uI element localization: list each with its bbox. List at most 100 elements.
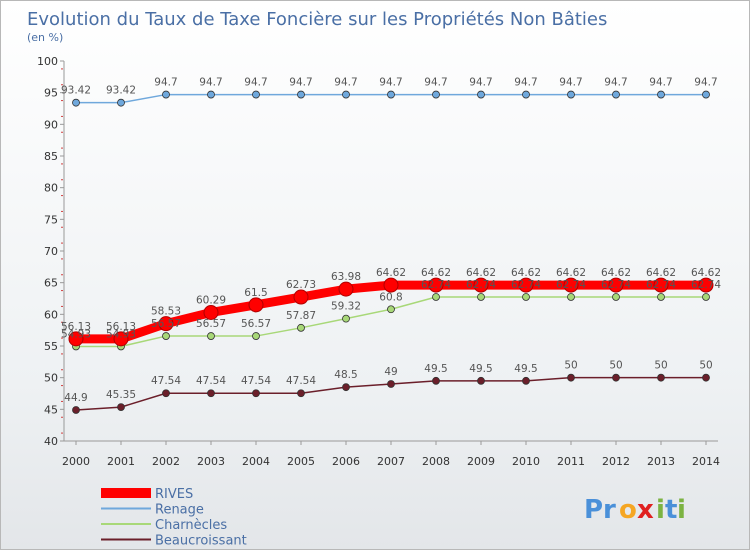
logo-letter: i xyxy=(677,495,686,525)
logo-letter: P xyxy=(584,495,603,525)
data-label-rives: 64.62 xyxy=(601,267,631,279)
data-point-rives xyxy=(248,297,264,313)
data-point-renage xyxy=(657,90,665,99)
y-tick-label: 55 xyxy=(44,340,58,353)
data-label-renage: 94.7 xyxy=(469,77,492,89)
data-label-beaucroissant: 47.54 xyxy=(241,375,271,387)
data-point-beaucroissant xyxy=(657,373,665,382)
data-point-beaucroissant xyxy=(522,376,530,385)
axes: 40 45 50 55 60 65 70 75 80 85 90 95 100 2000 2001 2002 2… xyxy=(37,55,720,468)
y-tick-label: 90 xyxy=(44,118,58,131)
x-tick-label: 2009 xyxy=(467,455,495,468)
data-label-rives: 56.13 xyxy=(106,321,136,333)
data-point-charn-cles xyxy=(522,293,530,301)
data-point-charn-cles xyxy=(342,314,350,323)
y-tick-label: 65 xyxy=(44,277,58,290)
data-point-charn-cles xyxy=(162,332,170,340)
data-point-rives xyxy=(428,277,444,293)
data-label-rives: 56.13 xyxy=(61,321,91,333)
logo-letter: t xyxy=(665,495,677,525)
data-label-beaucroissant: 44.9 xyxy=(64,392,87,404)
data-label-rives: 58.53 xyxy=(151,306,181,318)
data-point-charn-cles xyxy=(207,332,215,340)
data-label-renage: 93.42 xyxy=(61,85,91,97)
y-tick-label: 95 xyxy=(44,87,58,100)
legend-label-renage: Renage xyxy=(155,503,204,518)
data-label-rives: 60.29 xyxy=(196,294,226,306)
data-point-beaucroissant xyxy=(117,403,125,412)
y-tick-label: 75 xyxy=(44,213,58,226)
data-point-beaucroissant xyxy=(432,376,440,385)
data-label-renage: 94.7 xyxy=(424,77,447,89)
data-label-rives: 64.62 xyxy=(376,267,406,279)
x-tick-label: 2014 xyxy=(692,455,720,468)
data-point-renage xyxy=(477,90,485,99)
data-label-charn-cles: 59.32 xyxy=(331,301,361,313)
data-label-beaucroissant: 50 xyxy=(699,360,712,372)
data-label-beaucroissant: 47.54 xyxy=(286,375,316,387)
chart-subtitle: (en %) xyxy=(27,31,63,44)
data-label-charn-cles: 62.74 xyxy=(691,279,721,291)
data-point-renage xyxy=(117,98,125,107)
data-point-charn-cles xyxy=(252,332,260,340)
data-point-renage xyxy=(162,90,170,99)
legend-label-charn-cles: Charnècles xyxy=(155,518,227,533)
data-label-charn-cles: 62.74 xyxy=(646,279,676,291)
data-point-charn-cles xyxy=(657,293,665,301)
logo-letter: i xyxy=(656,495,665,525)
data-point-rives xyxy=(338,281,354,297)
data-point-renage xyxy=(612,90,620,99)
data-label-rives: 62.73 xyxy=(286,279,316,291)
x-tick-label: 2013 xyxy=(647,455,675,468)
data-label-renage: 94.7 xyxy=(289,77,312,89)
data-point-rives xyxy=(158,316,174,332)
x-tick-label: 2004 xyxy=(242,455,270,468)
data-point-renage xyxy=(702,90,710,99)
x-tick-label: 2007 xyxy=(377,455,405,468)
y-tick-label: 100 xyxy=(37,55,58,68)
data-point-charn-cles xyxy=(432,293,440,301)
data-point-renage xyxy=(432,90,440,99)
y-tick-label: 45 xyxy=(44,403,58,416)
data-point-rives xyxy=(113,331,129,347)
series-layer xyxy=(68,90,714,414)
data-point-rives xyxy=(473,277,489,293)
data-label-charn-cles: 60.8 xyxy=(379,291,402,303)
data-point-rives xyxy=(653,277,669,293)
x-tick-label: 2003 xyxy=(197,455,225,468)
data-point-beaucroissant xyxy=(207,389,215,398)
data-point-renage xyxy=(252,90,260,99)
data-label-beaucroissant: 47.54 xyxy=(196,375,226,387)
data-label-charn-cles: 62.74 xyxy=(421,279,451,291)
y-tick-label: 70 xyxy=(44,245,58,258)
data-label-charn-cles: 54.93 xyxy=(61,328,91,340)
data-label-beaucroissant: 49.5 xyxy=(424,363,447,375)
data-point-renage xyxy=(387,90,395,99)
data-point-charn-cles xyxy=(477,293,485,301)
data-label-beaucroissant: 50 xyxy=(609,360,622,372)
data-label-beaucroissant: 50 xyxy=(564,360,577,372)
data-point-beaucroissant xyxy=(252,389,260,398)
data-point-rives xyxy=(698,277,714,293)
data-label-charn-cles: 56.57 xyxy=(196,318,226,330)
y-tick-label: 85 xyxy=(44,150,58,163)
data-point-charn-cles xyxy=(702,293,710,301)
data-point-rives xyxy=(68,331,84,347)
data-label-charn-cles: 62.74 xyxy=(556,279,586,291)
data-label-charn-cles: 57.87 xyxy=(286,310,316,322)
data-label-renage: 94.7 xyxy=(649,77,672,89)
data-label-beaucroissant: 49.5 xyxy=(514,363,537,375)
data-point-beaucroissant xyxy=(477,376,485,385)
data-label-beaucroissant: 47.54 xyxy=(151,375,181,387)
x-tick-label: 2012 xyxy=(602,455,630,468)
x-tick-label: 2010 xyxy=(512,455,540,468)
data-label-renage: 94.7 xyxy=(379,77,402,89)
data-label-beaucroissant: 45.35 xyxy=(106,389,136,401)
data-label-renage: 94.7 xyxy=(694,77,717,89)
data-point-rives xyxy=(203,304,219,320)
data-point-charn-cles xyxy=(387,305,395,314)
data-label-renage: 94.7 xyxy=(334,77,357,89)
data-point-renage xyxy=(342,90,350,99)
data-label-rives: 61.5 xyxy=(244,287,267,299)
